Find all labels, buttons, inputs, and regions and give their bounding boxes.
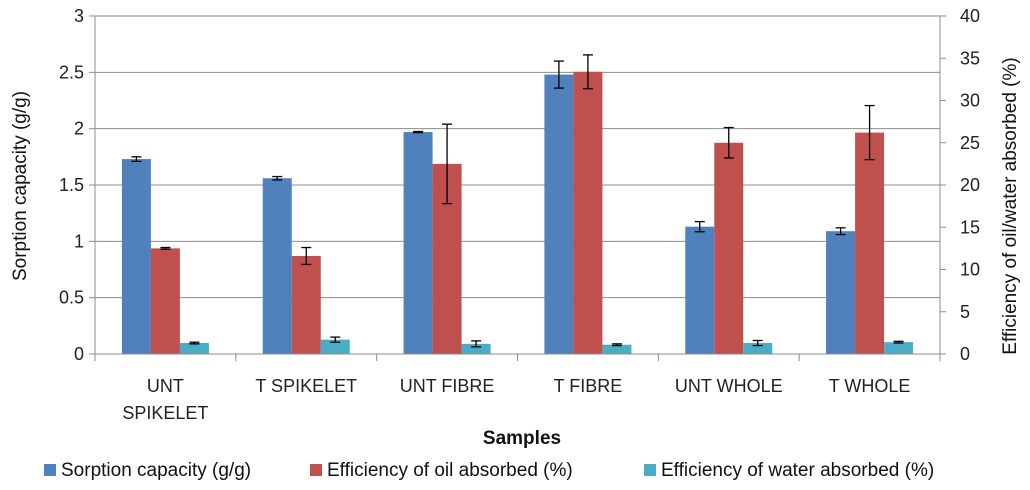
- legend-label: Efficiency of oil absorbed (%): [327, 460, 573, 481]
- x-tick-label: UNT FIBRE: [400, 376, 495, 396]
- y-tick-label: 1.5: [59, 175, 84, 195]
- x-tick-label: UNT: [147, 376, 184, 396]
- gridlines: [95, 15, 940, 299]
- y2-tick-label: 30: [960, 91, 980, 111]
- y2-tick-label: 10: [960, 260, 980, 280]
- bar: [320, 339, 350, 354]
- bar: [602, 344, 632, 354]
- y2-tick-label: 0: [960, 344, 970, 364]
- legend-swatch: [644, 464, 656, 476]
- bar: [573, 71, 603, 355]
- bar: [262, 178, 292, 354]
- y-tick-label: 0: [74, 344, 84, 364]
- x-tick-label: T SPIKELET: [255, 376, 357, 396]
- bar: [855, 132, 885, 354]
- bars-group: [121, 71, 914, 355]
- legend-label: Efficiency of water absorbed (%): [661, 460, 934, 481]
- y-tick-label: 1: [74, 231, 84, 251]
- x-tick-label: SPIKELET: [122, 403, 208, 423]
- y2-tick-label: 5: [960, 302, 970, 322]
- x-tick-label: T WHOLE: [829, 376, 911, 396]
- x-tick-label: UNT WHOLE: [675, 376, 783, 396]
- y2-tick-label: 35: [960, 48, 980, 68]
- y-tick-label: 0.5: [59, 288, 84, 308]
- legend-swatch: [44, 464, 56, 476]
- legend-swatch: [310, 464, 322, 476]
- bar: [826, 231, 856, 354]
- bar: [685, 226, 715, 354]
- x-axis-title: Samples: [483, 428, 561, 449]
- y2-tick-label: 40: [960, 6, 980, 26]
- bar: [150, 248, 180, 354]
- bar: [179, 343, 209, 354]
- error-bars-group: [131, 54, 904, 348]
- y-tick-label: 2.5: [59, 62, 84, 82]
- y2-tick-label: 25: [960, 133, 980, 153]
- bar: [403, 132, 433, 354]
- bar: [121, 159, 151, 354]
- legend-label: Sorption capacity (g/g): [61, 460, 251, 481]
- bar: [743, 343, 773, 354]
- bar: [884, 342, 914, 354]
- axes-group: 00.511.522.530510152025303540UNTSPIKELET…: [59, 6, 980, 423]
- bar: [461, 343, 491, 354]
- bar: [291, 255, 321, 354]
- y2-tick-label: 20: [960, 175, 980, 195]
- y2-axis-title: Efficiency of oil/water absorbed (%): [1000, 57, 1021, 354]
- bar: [714, 142, 744, 354]
- y2-tick-label: 15: [960, 217, 980, 237]
- y-tick-label: 3: [74, 6, 84, 26]
- x-tick-label: T FIBRE: [554, 376, 623, 396]
- y-axis-title: Sorption capacity (g/g): [10, 91, 31, 281]
- legend: Sorption capacity (g/g) Efficiency of oil…: [44, 460, 934, 481]
- bar: [544, 74, 574, 354]
- y-tick-label: 2: [74, 119, 84, 139]
